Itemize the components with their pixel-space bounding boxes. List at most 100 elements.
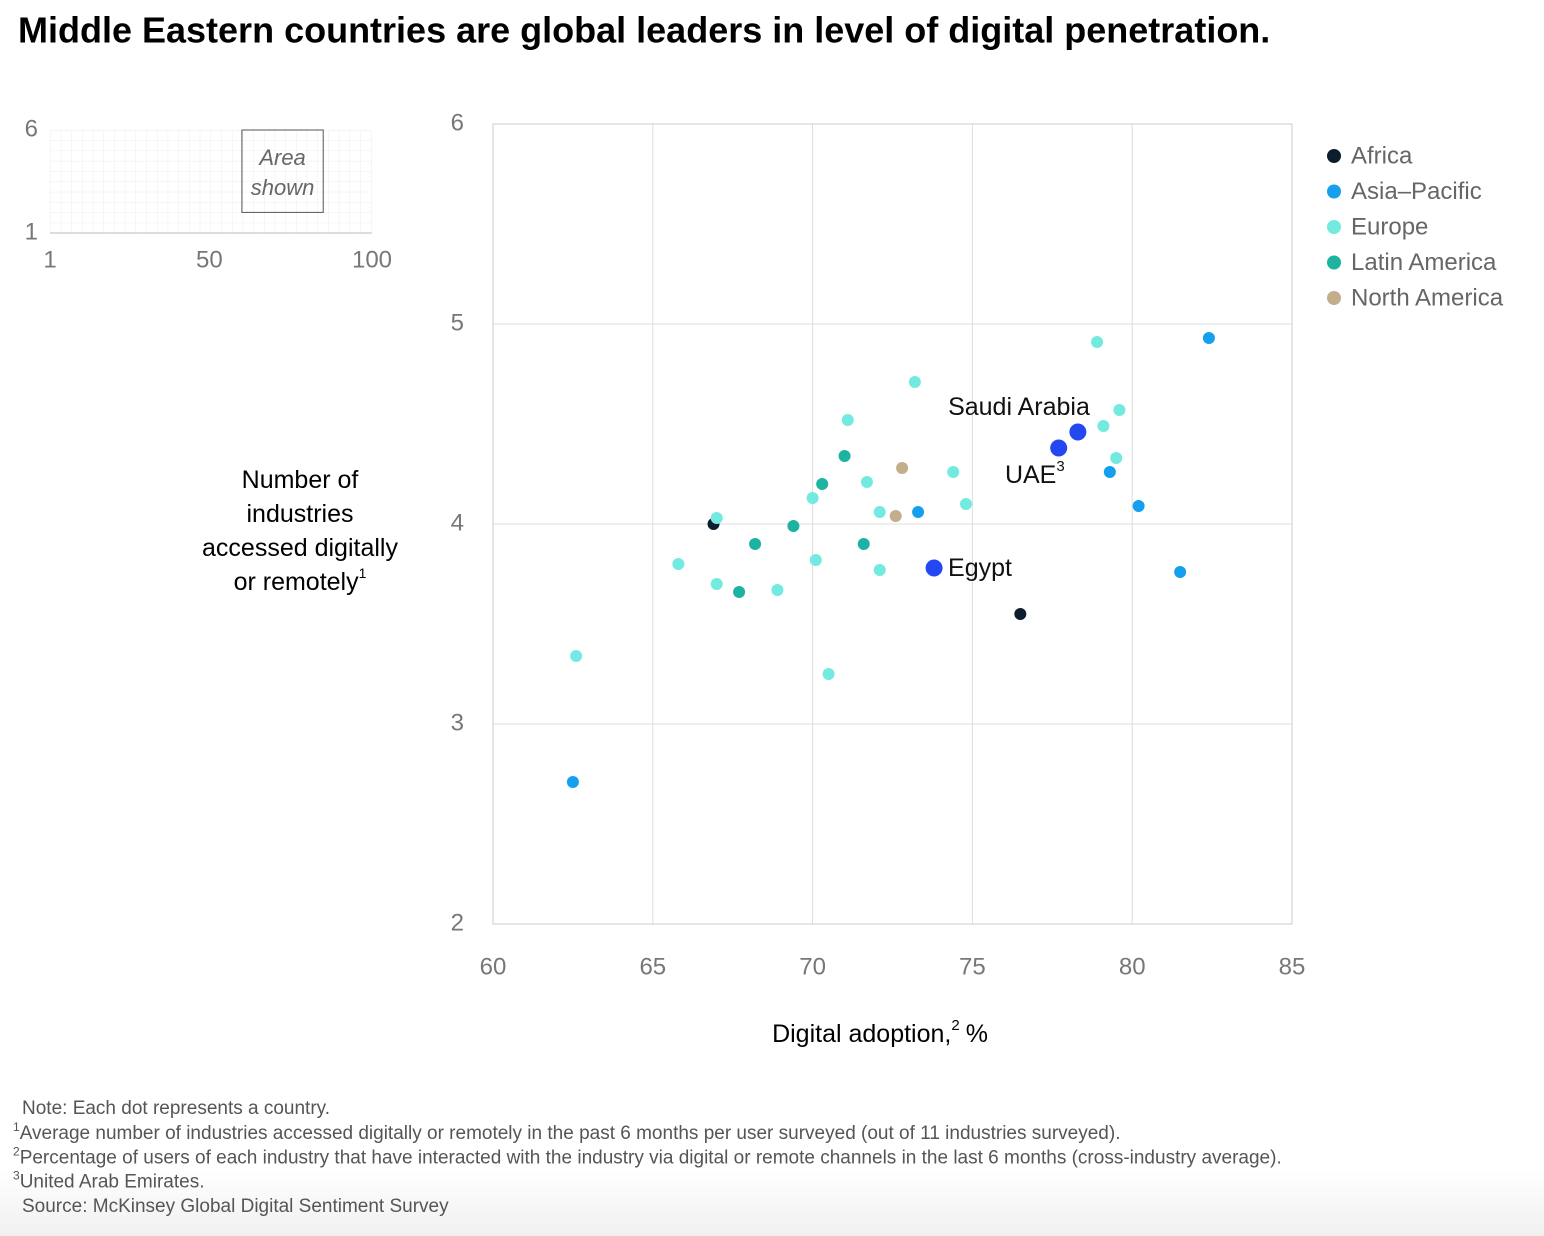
x-tick-label: 80 xyxy=(1119,953,1146,980)
point xyxy=(912,506,925,518)
inset-x-tick: 50 xyxy=(196,246,223,273)
plot xyxy=(492,123,1293,925)
y-tick-label: 3 xyxy=(451,709,464,736)
inset-x-tick: 1 xyxy=(43,246,56,273)
point xyxy=(1202,332,1215,344)
point xyxy=(710,512,723,524)
point xyxy=(733,586,746,598)
highlight-point xyxy=(1069,423,1087,441)
inset-y-tick: 6 xyxy=(25,115,38,142)
point xyxy=(806,492,819,504)
x-tick-label: 75 xyxy=(959,953,986,980)
legend-label: Asia–Pacific xyxy=(1351,178,1482,205)
point-label-text: Egypt xyxy=(948,554,1012,582)
legend-marker xyxy=(1327,184,1341,199)
point xyxy=(787,520,800,532)
point xyxy=(873,506,886,518)
y-tick-label: 2 xyxy=(451,909,464,936)
footnote-mark: 3 xyxy=(13,1169,20,1183)
x-axis-label: Digital adoption,2% xyxy=(772,1017,988,1048)
point xyxy=(889,510,902,522)
footnote: 3United Arab Emirates. xyxy=(13,1169,205,1193)
x-label-unit: % xyxy=(966,1020,988,1048)
point-label: Saudi Arabia xyxy=(948,393,1090,421)
footnote: 1Average number of industries accessed d… xyxy=(13,1120,1120,1144)
footnote-text: Average number of industries accessed di… xyxy=(20,1123,1121,1144)
point xyxy=(749,538,762,550)
point xyxy=(570,650,583,662)
point xyxy=(1103,466,1116,478)
footer-shade xyxy=(0,1170,1544,1236)
legend-label: Latin America xyxy=(1351,249,1497,276)
point xyxy=(1097,420,1110,432)
footnote-mark: 2 xyxy=(13,1144,20,1158)
footnote-mark: 1 xyxy=(13,1120,20,1134)
point xyxy=(1110,452,1123,464)
point-label: UAE3 xyxy=(1005,458,1065,489)
point xyxy=(771,584,784,596)
y-tick-label: 6 xyxy=(451,109,464,136)
highlight-point xyxy=(925,559,943,577)
point-label: Egypt xyxy=(948,554,1012,582)
point xyxy=(960,498,973,510)
point-label-text: Saudi Arabia xyxy=(948,393,1090,421)
point xyxy=(822,668,835,680)
point xyxy=(672,558,685,570)
point xyxy=(896,462,909,474)
point xyxy=(947,466,960,478)
x-tick-label: 70 xyxy=(799,953,826,980)
footnote-text: United Arab Emirates. xyxy=(20,1172,205,1193)
inset-x-tick: 100 xyxy=(352,246,392,273)
highlight-point xyxy=(1050,439,1068,457)
x-label-note: 2 xyxy=(951,1017,959,1034)
point-label-note: 3 xyxy=(1056,458,1064,475)
point xyxy=(841,414,854,426)
point xyxy=(873,564,886,576)
point xyxy=(710,578,723,590)
source: Source: McKinsey Global Digital Sentimen… xyxy=(22,1196,449,1217)
y-label-line: industries xyxy=(247,500,354,528)
legend-marker xyxy=(1327,220,1341,234)
y-label-note: 1 xyxy=(359,565,367,581)
x-label-text: Digital adoption, xyxy=(772,1020,951,1048)
y-tick-label: 4 xyxy=(451,509,464,536)
footnote-text: Percentage of users of each industry tha… xyxy=(20,1147,1282,1168)
point xyxy=(1091,336,1104,348)
y-axis-label: Number of xyxy=(242,466,359,494)
point xyxy=(1174,566,1187,578)
x-tick-label: 85 xyxy=(1279,953,1306,980)
y-label-line: or remotely xyxy=(234,568,360,596)
y-tick-label: 5 xyxy=(451,309,464,336)
chart-title: Middle Eastern countries are global lead… xyxy=(18,10,1270,51)
y-label-line: Number of xyxy=(242,466,359,494)
point xyxy=(809,554,822,566)
legend-marker xyxy=(1327,291,1341,305)
x-tick-label: 65 xyxy=(639,953,666,980)
point-label-text: UAE xyxy=(1005,461,1056,489)
point xyxy=(816,478,829,490)
plot-border xyxy=(492,123,1293,925)
legend-marker xyxy=(1327,149,1341,163)
point xyxy=(908,376,921,388)
area-shown-label: Area xyxy=(257,145,305,170)
point xyxy=(838,450,851,462)
legend-label: North America xyxy=(1351,284,1504,311)
point xyxy=(1113,404,1126,416)
y-axis-label: accessed digitally xyxy=(202,534,398,562)
x-tick-label: 60 xyxy=(480,953,507,980)
point xyxy=(566,776,579,788)
y-axis-label: industries xyxy=(247,500,354,528)
area-shown-label: shown xyxy=(251,175,315,200)
note: Note: Each dot represents a country. xyxy=(22,1098,330,1119)
point xyxy=(1014,608,1027,620)
inset-y-tick: 1 xyxy=(25,218,38,245)
point xyxy=(857,538,870,550)
point xyxy=(1132,500,1145,512)
y-axis-label: or remotely1 xyxy=(234,565,367,596)
point xyxy=(860,476,873,488)
inset-grid xyxy=(50,130,372,233)
footnote: 2Percentage of users of each industry th… xyxy=(13,1144,1282,1168)
legend-label: Africa xyxy=(1351,142,1413,169)
area-shown-box xyxy=(241,129,324,213)
